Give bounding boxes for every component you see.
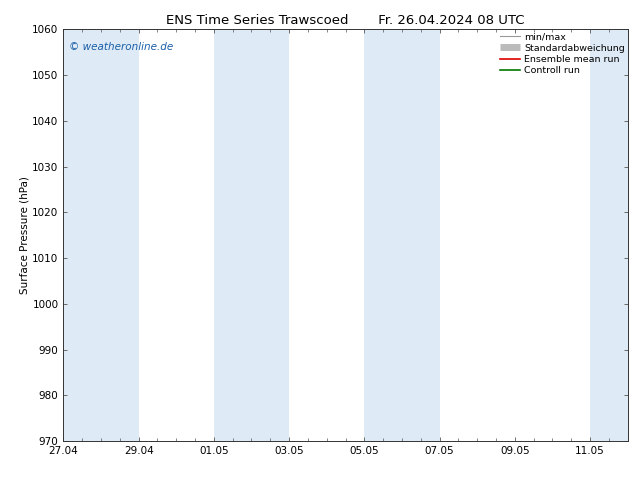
Text: © weatheronline.de: © weatheronline.de xyxy=(69,42,173,52)
Bar xyxy=(63,29,139,441)
Bar xyxy=(214,29,289,441)
Title: ENS Time Series Trawscoed       Fr. 26.04.2024 08 UTC: ENS Time Series Trawscoed Fr. 26.04.2024… xyxy=(166,14,525,27)
Bar xyxy=(365,29,439,441)
Legend: min/max, Standardabweichung, Ensemble mean run, Controll run: min/max, Standardabweichung, Ensemble me… xyxy=(500,32,625,75)
Bar xyxy=(590,29,628,441)
Y-axis label: Surface Pressure (hPa): Surface Pressure (hPa) xyxy=(20,176,30,294)
